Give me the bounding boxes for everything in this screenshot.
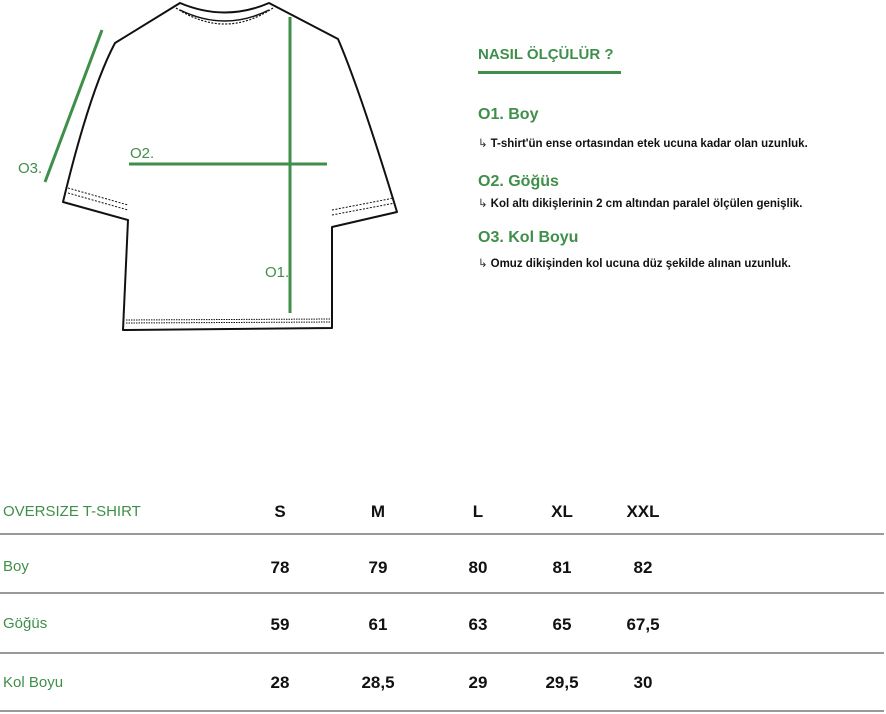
table-cell: 61 — [368, 615, 388, 634]
divider — [0, 652, 884, 654]
arrow-icon: ↳ — [478, 258, 488, 270]
arrow-icon: ↳ — [478, 198, 488, 210]
tshirt-outline — [62, 2, 398, 331]
divider — [0, 710, 884, 712]
size-header: XL — [551, 502, 573, 521]
label-o2: O2. — [130, 145, 155, 162]
table-cell: 67,5 — [626, 615, 660, 634]
table-cell: 63 — [468, 615, 488, 634]
row-label: Göğüs — [3, 615, 48, 632]
size-header: L — [472, 502, 484, 521]
table-cell: 30 — [633, 673, 653, 692]
step-gogus-desc: ↳ Kol altı dikişlerinin 2 cm altından par… — [478, 198, 803, 210]
row-label: Boy — [3, 558, 29, 575]
table-cell: 78 — [270, 558, 290, 577]
kol-boyu-measure-line — [43, 29, 104, 183]
row-label: Kol Boyu — [3, 674, 64, 691]
divider — [0, 592, 884, 594]
table-cell: 81 — [552, 558, 572, 577]
step-gogus-title: O2. Göğüs — [478, 173, 559, 190]
step-boy-desc: ↳ T-shirt'ün ense ortasından etek ucuna k… — [478, 138, 808, 150]
step-kol-desc: ↳ Omuz dikişinden kol ucuna düz şekilde a… — [478, 258, 791, 270]
table-cell: 28 — [270, 673, 290, 692]
guide-underline — [478, 71, 621, 74]
guide-title: NASIL ÖLÇÜLÜR ? — [478, 46, 614, 63]
table-cell: 28,5 — [361, 673, 395, 692]
size-header: S — [274, 502, 286, 521]
tshirt-diagram — [43, 2, 398, 331]
table-cell: 82 — [633, 558, 653, 577]
size-header: M — [370, 502, 386, 521]
table-cell: 59 — [270, 615, 290, 634]
table-cell: 29,5 — [545, 673, 579, 692]
arrow-icon: ↳ — [478, 138, 488, 150]
table-cell: 80 — [468, 558, 488, 577]
table-cell: 29 — [468, 673, 488, 692]
table-cell: 79 — [368, 558, 388, 577]
table-title: OVERSIZE T-SHIRT — [3, 503, 141, 520]
step-kol-title: O3. Kol Boyu — [478, 229, 579, 246]
label-o1: O1. — [265, 264, 290, 281]
size-header: XXL — [626, 502, 660, 521]
label-o3: O3. — [18, 160, 43, 177]
step-boy-title: O1. Boy — [478, 106, 539, 123]
divider — [0, 533, 884, 535]
table-cell: 65 — [552, 615, 572, 634]
